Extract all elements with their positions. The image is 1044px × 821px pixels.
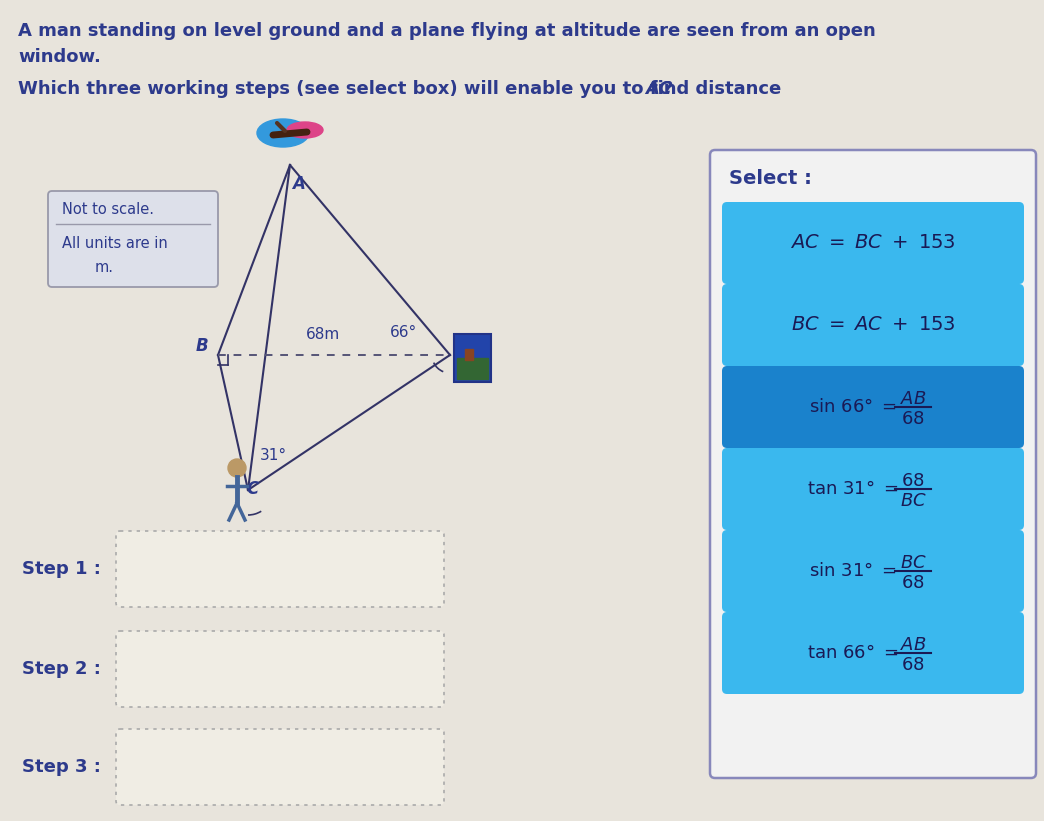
Text: AC: AC <box>645 80 671 98</box>
FancyBboxPatch shape <box>116 729 444 805</box>
FancyBboxPatch shape <box>710 150 1036 778</box>
Text: Not to scale.: Not to scale. <box>62 202 155 217</box>
Text: $\mathit{AB}$: $\mathit{AB}$ <box>900 390 926 408</box>
Text: $68$: $68$ <box>901 656 925 674</box>
Text: All units are in: All units are in <box>62 236 168 251</box>
FancyBboxPatch shape <box>722 530 1024 612</box>
Text: C: C <box>246 480 258 498</box>
Ellipse shape <box>257 119 309 147</box>
Text: $\mathrm{tan}\ 66°\ =$: $\mathrm{tan}\ 66°\ =$ <box>807 644 899 662</box>
Text: m.: m. <box>95 260 114 275</box>
Text: $68$: $68$ <box>901 472 925 490</box>
FancyBboxPatch shape <box>722 448 1024 530</box>
FancyBboxPatch shape <box>722 612 1024 694</box>
FancyBboxPatch shape <box>722 284 1024 366</box>
FancyBboxPatch shape <box>48 191 218 287</box>
Text: Step 2 :: Step 2 : <box>22 660 101 678</box>
Text: $\mathit{BC}$: $\mathit{BC}$ <box>900 492 926 510</box>
Text: D: D <box>457 337 471 355</box>
Text: $\mathit{AC}\ =\ \mathit{BC}\ +\ 153$: $\mathit{AC}\ =\ \mathit{BC}\ +\ 153$ <box>790 233 956 253</box>
Text: Step 1 :: Step 1 : <box>22 560 101 578</box>
Text: $\mathrm{sin}\ 31°\ =$: $\mathrm{sin}\ 31°\ =$ <box>809 562 897 580</box>
Text: $\mathit{BC}$: $\mathit{BC}$ <box>900 554 926 572</box>
FancyBboxPatch shape <box>722 202 1024 284</box>
Text: window.: window. <box>18 48 101 66</box>
Text: Select :: Select : <box>729 169 812 188</box>
FancyBboxPatch shape <box>116 631 444 707</box>
FancyBboxPatch shape <box>454 334 491 382</box>
Text: 68m: 68m <box>306 327 340 342</box>
Text: 31°: 31° <box>260 448 287 463</box>
Text: A man standing on level ground and a plane flying at altitude are seen from an o: A man standing on level ground and a pla… <box>18 22 876 40</box>
Ellipse shape <box>287 122 323 138</box>
Text: $\mathit{AB}$: $\mathit{AB}$ <box>900 636 926 654</box>
Text: B: B <box>196 337 209 355</box>
Text: 66°: 66° <box>390 325 418 340</box>
Text: Which three working steps (see select box) will enable you to find distance: Which three working steps (see select bo… <box>18 80 787 98</box>
Text: $\mathrm{sin}\ 66°\ =$: $\mathrm{sin}\ 66°\ =$ <box>809 398 897 416</box>
Text: ?: ? <box>663 80 673 98</box>
Text: $68$: $68$ <box>901 410 925 428</box>
Text: A: A <box>292 175 305 193</box>
Polygon shape <box>465 349 473 360</box>
Polygon shape <box>457 358 488 379</box>
Text: $\mathit{BC}\ =\ \mathit{AC}\ +\ 153$: $\mathit{BC}\ =\ \mathit{AC}\ +\ 153$ <box>790 315 955 334</box>
Text: $68$: $68$ <box>901 574 925 592</box>
FancyBboxPatch shape <box>722 366 1024 448</box>
FancyBboxPatch shape <box>116 531 444 607</box>
Text: Step 3 :: Step 3 : <box>22 758 101 776</box>
Text: $\mathrm{tan}\ 31°\ =$: $\mathrm{tan}\ 31°\ =$ <box>807 480 899 498</box>
Circle shape <box>228 459 246 477</box>
